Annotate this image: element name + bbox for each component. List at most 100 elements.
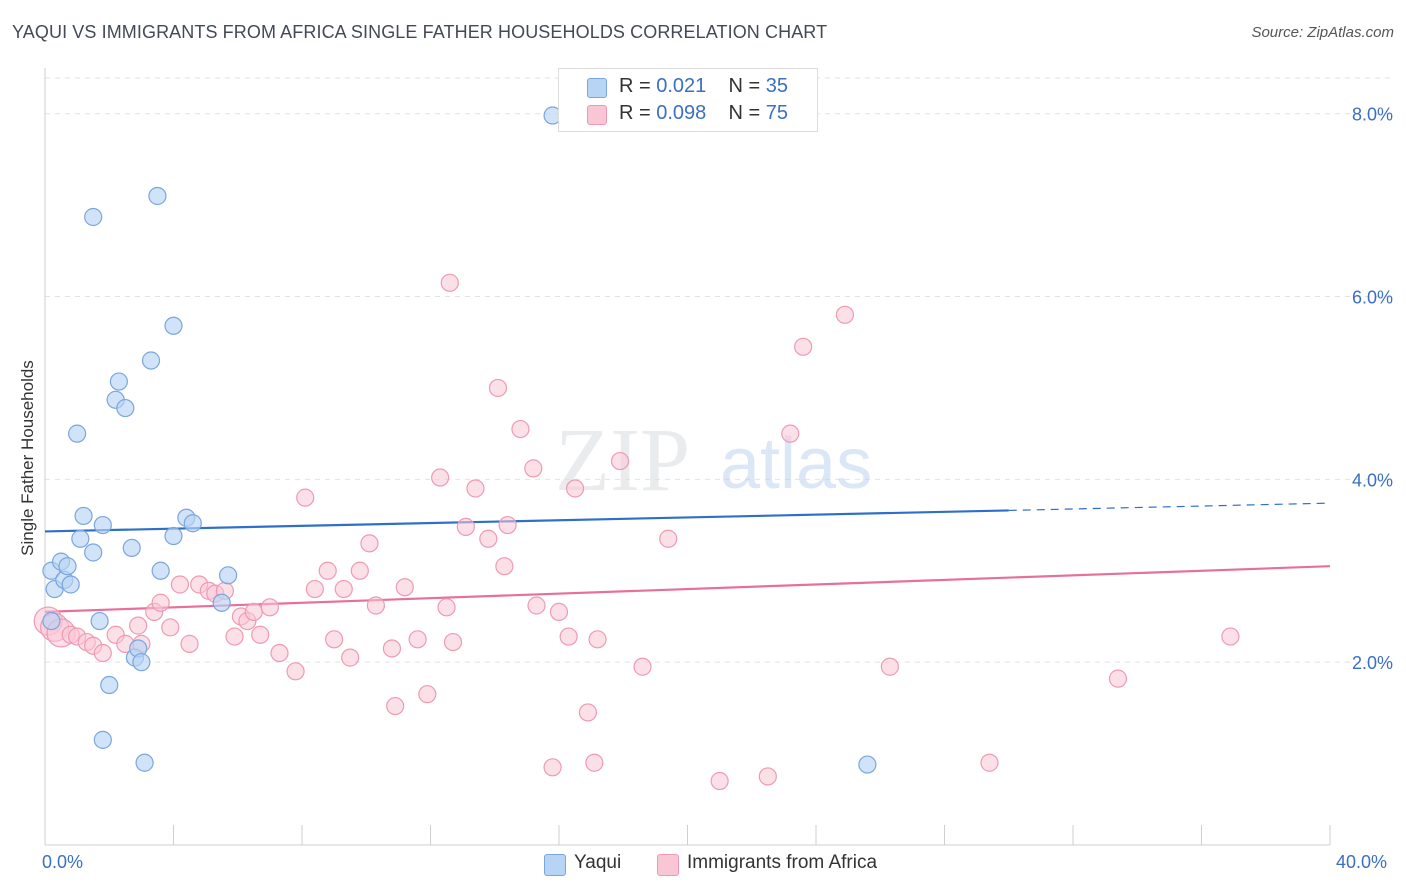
point-yaqui [58,557,77,576]
point-africa [270,643,289,663]
point-africa [710,771,729,791]
point-africa [578,703,598,722]
point-africa [659,529,678,548]
point-africa [511,419,530,439]
point-yaqui [68,424,87,443]
point-africa [341,648,360,667]
point-africa [880,657,899,676]
y-tick-label: 8.0% [1352,105,1393,125]
y-tick-labels: 2.0% 4.0% 6.0% 8.0% [1352,105,1393,673]
point-africa [565,479,585,498]
point-yaqui [122,538,141,558]
legend-swatch-yaqui [587,78,607,98]
point-africa [360,534,379,553]
legend-r-value: 0.098 [656,102,707,124]
chart-title: YAQUI VS IMMIGRANTS FROM AFRICA SINGLE F… [12,22,828,42]
point-africa [443,632,463,652]
point-yaqui [164,316,183,335]
bottom-legend-label-yaqui: Yaqui [574,852,622,873]
point-africa [466,479,485,498]
grid-lines [45,77,1392,663]
point-yaqui [219,566,238,585]
point-yaqui [183,514,202,533]
point-yaqui [151,561,170,580]
point-africa [418,685,437,704]
point-africa [633,657,652,676]
point-yaqui [74,506,93,526]
point-africa [543,758,562,777]
point-yaqui [141,351,161,370]
point-africa [488,378,508,398]
point-africa [318,561,337,580]
point-africa [479,529,498,548]
watermark: ZIP atlas [555,411,872,510]
point-yaqui [42,611,61,631]
axes [44,68,1331,846]
point-yaqui [212,593,231,612]
source-label: Source: ZipAtlas.com [1251,24,1394,41]
point-yaqui [61,575,80,594]
y-tick-label: 2.0% [1352,653,1393,673]
bottom-legend-swatch-africa [657,854,679,876]
point-africa [161,618,180,637]
point-africa [1221,627,1240,646]
bottom-legend-swatch-yaqui [544,854,566,876]
point-africa [286,662,305,681]
point-africa [350,561,369,580]
trend-line-africa [44,565,1331,613]
legend-r-value: 0.021 [656,75,707,97]
y-axis-label: Single Father Households [18,360,37,556]
trend-line-yaqui [44,509,1009,533]
point-yaqui [90,611,109,631]
point-yaqui [164,526,183,546]
point-africa [549,602,569,622]
point-africa [610,451,630,471]
point-africa [794,337,813,356]
point-yaqui [109,372,128,391]
point-africa [251,625,270,644]
x-tick-max: 40.0% [1336,852,1388,872]
point-africa [151,593,170,612]
point-africa [325,630,344,649]
point-yaqui [71,529,90,548]
point-africa [585,753,604,772]
point-africa [437,598,456,617]
point-yaqui [84,207,103,227]
point-yaqui [93,730,112,749]
x-tick-min: 0.0% [42,852,84,872]
legend-swatch-africa [587,105,607,125]
legend-n-value: 35 [765,75,789,97]
legend-n-label: N = [728,102,766,124]
y-tick-label: 4.0% [1352,470,1393,490]
point-africa [305,579,324,599]
point-africa [244,602,263,622]
legend-r-label: R = [619,102,657,124]
point-africa [408,630,427,649]
legend-r-label: R = [619,75,657,97]
point-africa [366,596,385,615]
point-africa [1108,669,1128,688]
point-africa [129,616,148,635]
point-africa [180,634,199,653]
point-africa [260,598,279,617]
point-africa [527,596,546,615]
data-points [33,106,1240,791]
point-africa [559,627,578,646]
point-yaqui [148,186,167,206]
legend-n-label: N = [728,75,766,97]
point-africa [382,639,402,658]
point-africa [225,627,244,646]
point-africa [588,630,607,649]
point-yaqui [93,515,112,535]
point-africa [334,579,353,599]
point-africa [456,517,475,536]
point-yaqui [135,753,154,772]
point-africa [440,273,459,292]
point-africa [93,643,112,663]
point-yaqui [84,543,103,562]
point-yaqui [100,675,119,695]
point-africa [170,575,190,594]
point-africa [395,578,414,597]
point-yaqui [132,653,151,672]
